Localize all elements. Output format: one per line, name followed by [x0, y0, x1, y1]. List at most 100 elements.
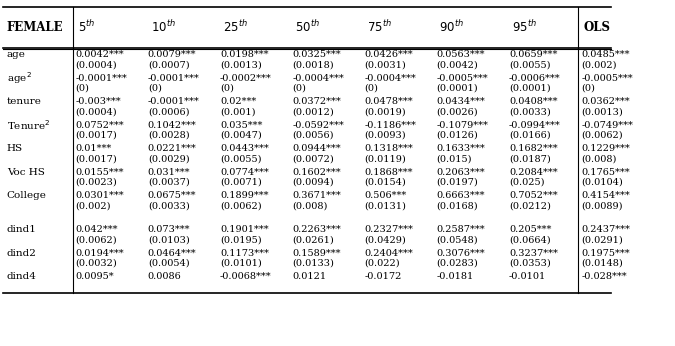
Text: (0.0031): (0.0031) — [364, 60, 406, 69]
Text: (0.0019): (0.0019) — [364, 107, 406, 116]
Text: 0.0659***: 0.0659*** — [509, 50, 558, 59]
Text: 0.1042***: 0.1042*** — [148, 121, 196, 130]
Text: (0): (0) — [148, 84, 162, 93]
Text: -0.0592***: -0.0592*** — [292, 121, 344, 130]
Text: (0.0197): (0.0197) — [437, 178, 479, 187]
Text: 0.0086: 0.0086 — [148, 272, 182, 281]
Text: 0.1868***: 0.1868*** — [364, 168, 413, 177]
Text: (0.0029): (0.0029) — [148, 154, 190, 163]
Text: -0.0001***: -0.0001*** — [148, 74, 200, 83]
Text: 0.7052***: 0.7052*** — [509, 191, 558, 200]
Text: HS: HS — [7, 144, 23, 153]
Text: 0.0675***: 0.0675*** — [148, 191, 196, 200]
Text: (0.0054): (0.0054) — [148, 259, 190, 268]
Text: (0.008): (0.008) — [581, 154, 616, 163]
Text: (0.0168): (0.0168) — [437, 201, 479, 210]
Text: 0.0434***: 0.0434*** — [437, 97, 485, 106]
Text: 0.3237***: 0.3237*** — [509, 249, 558, 258]
Text: -0.0002***: -0.0002*** — [220, 74, 272, 83]
Text: (0.0006): (0.0006) — [148, 107, 189, 116]
Text: (0.002): (0.002) — [76, 201, 111, 210]
Text: -0.0068***: -0.0068*** — [220, 272, 271, 281]
Text: (0.0119): (0.0119) — [364, 154, 406, 163]
Text: 0.035***: 0.035*** — [220, 121, 263, 130]
Text: (0.0037): (0.0037) — [148, 178, 190, 187]
Text: -0.1079***: -0.1079*** — [437, 121, 489, 130]
Text: (0): (0) — [581, 84, 595, 93]
Text: dind2: dind2 — [7, 249, 36, 258]
Text: 0.0372***: 0.0372*** — [292, 97, 341, 106]
Text: 0.2084***: 0.2084*** — [509, 168, 558, 177]
Text: 0.1602***: 0.1602*** — [292, 168, 341, 177]
Text: (0.0072): (0.0072) — [292, 154, 334, 163]
Text: 0.0121: 0.0121 — [292, 272, 327, 281]
Text: 0.1765***: 0.1765*** — [581, 168, 630, 177]
Text: (0.0166): (0.0166) — [509, 131, 551, 140]
Text: (0.0056): (0.0056) — [292, 131, 333, 140]
Text: 0.2263***: 0.2263*** — [292, 225, 341, 234]
Text: (0.0148): (0.0148) — [581, 259, 623, 268]
Text: $95^{th}$: $95^{th}$ — [512, 19, 537, 35]
Text: $75^{th}$: $75^{th}$ — [367, 19, 392, 35]
Text: 0.2404***: 0.2404*** — [364, 249, 413, 258]
Text: 0.1682***: 0.1682*** — [509, 144, 558, 153]
Text: 0.506***: 0.506*** — [364, 191, 407, 200]
Text: 0.1229***: 0.1229*** — [581, 144, 630, 153]
Text: 0.0464***: 0.0464*** — [148, 249, 196, 258]
Text: dind4: dind4 — [7, 272, 36, 281]
Text: (0.0062): (0.0062) — [220, 201, 262, 210]
Text: 0.3671***: 0.3671*** — [292, 191, 341, 200]
Text: 0.0774***: 0.0774*** — [220, 168, 269, 177]
Text: (0.0026): (0.0026) — [437, 107, 479, 116]
Text: 0.0478***: 0.0478*** — [364, 97, 413, 106]
Text: (0.0055): (0.0055) — [509, 60, 550, 69]
Text: (0): (0) — [220, 84, 234, 93]
Text: 0.0944***: 0.0944*** — [292, 144, 341, 153]
Text: 0.0155***: 0.0155*** — [76, 168, 124, 177]
Text: College: College — [7, 191, 47, 200]
Text: (0.0101): (0.0101) — [220, 259, 262, 268]
Text: 0.031***: 0.031*** — [148, 168, 190, 177]
Text: $10^{th}$: $10^{th}$ — [151, 19, 176, 35]
Text: 0.0752***: 0.0752*** — [76, 121, 124, 130]
Text: 0.4154***: 0.4154*** — [581, 191, 630, 200]
Text: 0.1173***: 0.1173*** — [220, 249, 269, 258]
Text: 0.1589***: 0.1589*** — [292, 249, 341, 258]
Text: (0.0103): (0.0103) — [148, 235, 190, 244]
Text: (0.0033): (0.0033) — [148, 201, 190, 210]
Text: (0.0055): (0.0055) — [220, 154, 261, 163]
Text: -0.0172: -0.0172 — [364, 272, 402, 281]
Text: (0.0089): (0.0089) — [581, 201, 622, 210]
Text: (0.022): (0.022) — [364, 259, 400, 268]
Text: (0.001): (0.001) — [220, 107, 256, 116]
Text: 0.0042***: 0.0042*** — [76, 50, 124, 59]
Text: (0.0126): (0.0126) — [437, 131, 479, 140]
Text: -0.1186***: -0.1186*** — [364, 121, 416, 130]
Text: 0.1975***: 0.1975*** — [581, 249, 630, 258]
Text: (0.0012): (0.0012) — [292, 107, 334, 116]
Text: (0): (0) — [364, 84, 379, 93]
Text: 0.0563***: 0.0563*** — [437, 50, 485, 59]
Text: (0.0023): (0.0023) — [76, 178, 117, 187]
Text: (0.0033): (0.0033) — [509, 107, 551, 116]
Text: age$^2$: age$^2$ — [7, 71, 32, 86]
Text: (0.015): (0.015) — [437, 154, 472, 163]
Text: 0.073***: 0.073*** — [148, 225, 190, 234]
Text: 0.0194***: 0.0194*** — [76, 249, 124, 258]
Text: -0.0004***: -0.0004*** — [292, 74, 344, 83]
Text: (0.0133): (0.0133) — [292, 259, 334, 268]
Text: tenure: tenure — [7, 97, 42, 106]
Text: (0.0001): (0.0001) — [437, 84, 479, 93]
Text: -0.0994***: -0.0994*** — [509, 121, 561, 130]
Text: -0.0181: -0.0181 — [437, 272, 474, 281]
Text: -0.0001***: -0.0001*** — [148, 97, 200, 106]
Text: (0.0283): (0.0283) — [437, 259, 479, 268]
Text: (0.0017): (0.0017) — [76, 154, 117, 163]
Text: (0.0028): (0.0028) — [148, 131, 190, 140]
Text: 0.1318***: 0.1318*** — [364, 144, 413, 153]
Text: 0.0485***: 0.0485*** — [581, 50, 630, 59]
Text: (0.0548): (0.0548) — [437, 235, 479, 244]
Text: 0.0325***: 0.0325*** — [292, 50, 341, 59]
Text: OLS: OLS — [584, 21, 611, 34]
Text: (0.0007): (0.0007) — [148, 60, 190, 69]
